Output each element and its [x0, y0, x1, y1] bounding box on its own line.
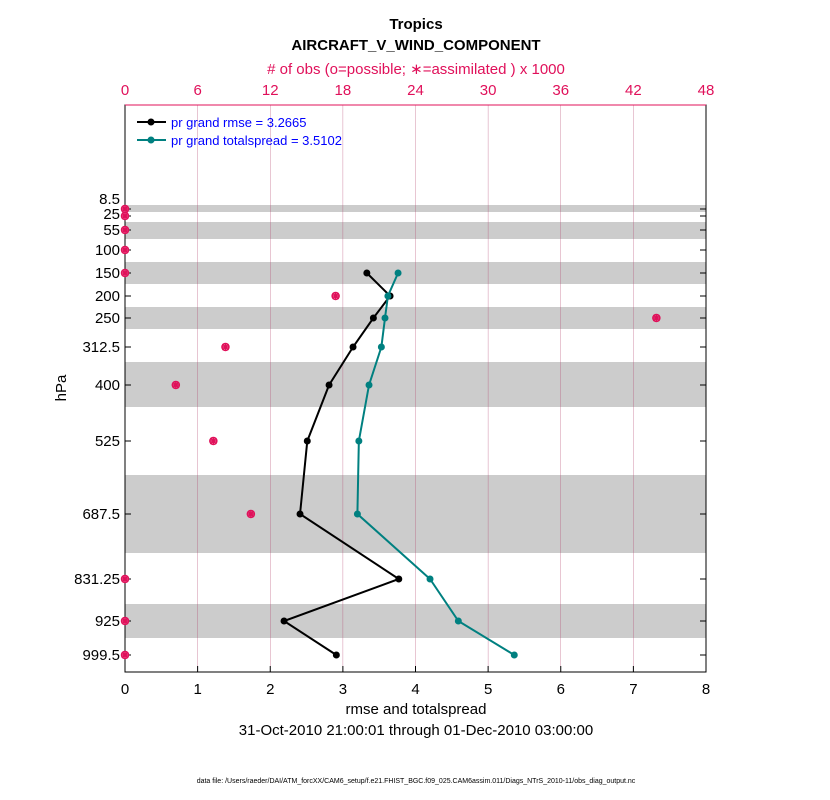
- top-tick-label: 18: [335, 82, 352, 99]
- legend-label-1: pr grand totalspread = 3.5102: [171, 133, 342, 148]
- obs-assimilated-marker: [652, 314, 661, 322]
- series-point-0: [280, 617, 288, 625]
- top-tick-label: 30: [480, 82, 497, 99]
- y-tick-label: 100: [95, 242, 120, 259]
- obs-assimilated-marker: [121, 246, 129, 254]
- obs-assimilated-marker: [121, 617, 129, 625]
- y-tick-label: 150: [95, 265, 120, 282]
- obs-assimilated-marker: [121, 575, 129, 583]
- x-tick-label: 0: [121, 681, 129, 698]
- y-tick-label: 250: [95, 310, 120, 327]
- top-tick-label: 6: [193, 82, 201, 99]
- top-tick-label: 24: [407, 82, 424, 99]
- x-tick-label: 7: [629, 681, 637, 698]
- y-tick-label: 687.5: [82, 506, 120, 523]
- legend-marker-1: [147, 136, 155, 144]
- legend-label-0: pr grand rmse = 3.2665: [171, 115, 307, 130]
- top-axis-label: # of obs (o=possible; ∗=assimilated ) x …: [267, 61, 565, 78]
- y-tick-label: 925: [95, 613, 120, 630]
- legend-marker-0: [147, 118, 155, 126]
- date-range: 31-Oct-2010 21:00:01 through 01-Dec-2010…: [239, 722, 593, 739]
- series-point-1: [381, 314, 389, 322]
- x-axis-label: rmse and totalspread: [346, 701, 487, 718]
- y-axis-label: hPa: [53, 374, 70, 401]
- series-point-1: [510, 651, 518, 659]
- x-tick-label: 6: [557, 681, 565, 698]
- x-tick-label: 8: [702, 681, 710, 698]
- top-tick-label: 48: [698, 82, 715, 99]
- series-point-1: [454, 617, 462, 625]
- obs-assimilated-marker: [121, 205, 129, 213]
- series-point-1: [426, 575, 434, 583]
- x-tick-label: 2: [266, 681, 274, 698]
- series-point-0: [395, 575, 403, 583]
- y-tick-label: 525: [95, 433, 120, 450]
- x-tick-label: 3: [339, 681, 347, 698]
- y-tick-label: 25: [103, 206, 120, 223]
- obs-assimilated-marker: [209, 437, 218, 445]
- x-tick-label: 5: [484, 681, 492, 698]
- series-point-1: [377, 343, 385, 351]
- x-tick-label: 4: [411, 681, 419, 698]
- series-line-1: [356, 272, 515, 656]
- obs-assimilated-marker: [121, 212, 129, 220]
- series-point-1: [384, 292, 392, 300]
- series-point-0: [303, 437, 311, 445]
- series-point-0: [296, 510, 304, 518]
- y-tick-label: 999.5: [82, 647, 120, 664]
- obs-assimilated-marker: [246, 510, 255, 518]
- chart-title: Tropics: [389, 16, 442, 33]
- y-tick-label: 8.5: [99, 191, 120, 208]
- y-tick-label: 831.25: [74, 571, 120, 588]
- series-point-0: [369, 314, 377, 322]
- y-tick-label: 312.5: [82, 339, 120, 356]
- obs-assimilated-marker: [121, 226, 129, 234]
- series-point-1: [355, 437, 363, 445]
- obs-assimilated-marker: [171, 381, 180, 389]
- obs-assimilated-marker: [331, 292, 340, 300]
- y-tick-label: 55: [103, 222, 120, 239]
- footer-data-file: data file: /Users/raeder/DAI/ATM_forcXX/…: [197, 778, 636, 785]
- obs-assimilated-marker: [221, 343, 230, 351]
- y-tick-label: 400: [95, 377, 120, 394]
- top-tick-label: 42: [625, 82, 642, 99]
- y-tick-label: 200: [95, 288, 120, 305]
- x-tick-label: 1: [193, 681, 201, 698]
- top-tick-label: 36: [552, 82, 569, 99]
- top-tick-label: 0: [121, 82, 129, 99]
- series-point-0: [349, 343, 357, 351]
- series-point-0: [332, 651, 340, 659]
- chart-subtitle: AIRCRAFT_V_WIND_COMPONENT: [291, 37, 540, 54]
- series-point-1: [394, 269, 402, 277]
- obs-assimilated-marker: [121, 651, 129, 659]
- series-point-0: [363, 269, 371, 277]
- obs-assimilated-marker: [121, 269, 129, 277]
- top-tick-label: 12: [262, 82, 279, 99]
- series-point-1: [353, 510, 361, 518]
- series-line-0: [281, 272, 402, 656]
- series-point-0: [325, 381, 333, 389]
- series-point-1: [365, 381, 373, 389]
